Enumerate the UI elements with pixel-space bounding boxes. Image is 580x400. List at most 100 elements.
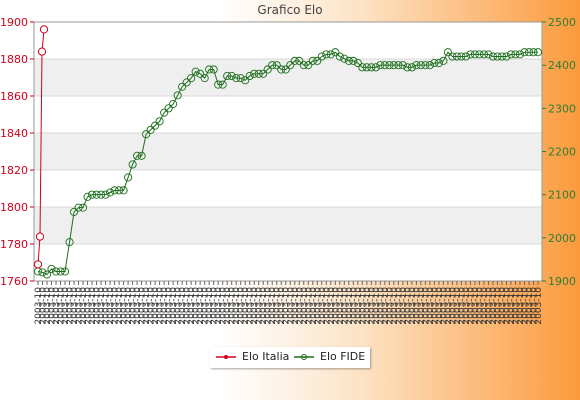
point-elo-fide	[299, 61, 308, 70]
point-elo-fide	[119, 186, 128, 195]
x-tick-label: 2003-10	[246, 287, 256, 325]
point-elo-italia	[39, 25, 49, 34]
x-tick-label: 2003-10	[142, 287, 152, 325]
point-elo-fide	[173, 91, 182, 100]
point-elo-fide	[88, 190, 97, 199]
point-elo-fide	[497, 52, 507, 61]
x-tick-label: 2003-10	[421, 287, 431, 325]
left-tick-label: 1800	[0, 201, 28, 214]
x-tick-label: 2003-10	[340, 287, 350, 325]
point-elo-fide	[524, 48, 534, 57]
point-elo-fide	[142, 130, 151, 139]
x-tick-label: 2003-10	[120, 287, 130, 325]
point-elo-fide	[322, 50, 331, 59]
legend-label-elo-italia: Elo Italia	[242, 350, 290, 363]
x-tick-label: 2003-10	[345, 287, 355, 325]
point-elo-fide	[394, 61, 403, 70]
point-elo-fide	[511, 50, 520, 59]
point-elo-fide	[133, 151, 142, 160]
point-elo-fide	[97, 190, 106, 199]
point-elo-fide	[403, 63, 412, 72]
x-tick-label: 2003-10	[403, 287, 413, 325]
point-elo-fide	[313, 56, 322, 65]
x-tick-label: 2003-10	[232, 287, 242, 325]
point-elo-fide	[434, 58, 443, 68]
point-elo-fide	[520, 48, 529, 57]
right-tick-label: 2100	[548, 189, 576, 202]
chart-title: Grafico Elo	[257, 3, 323, 17]
x-tick-label: 2003-10	[111, 287, 121, 325]
right-tick-label: 2500	[548, 16, 576, 29]
point-elo-fide	[74, 203, 83, 212]
point-elo-fide	[155, 117, 164, 126]
x-tick-label: 2003-10	[156, 287, 166, 325]
point-elo-italia	[33, 260, 43, 269]
x-tick-label: 2003-10	[178, 287, 188, 325]
x-tick-label: 2003-10	[57, 287, 67, 325]
point-elo-fide	[425, 61, 434, 70]
left-tick-label: 1820	[0, 164, 28, 177]
left-tick-label: 1880	[0, 53, 28, 66]
x-tick-label: 2003-10	[228, 287, 238, 325]
x-tick-label: 2003-10	[84, 287, 94, 325]
point-elo-fide	[51, 267, 61, 276]
point-elo-fide	[529, 48, 538, 57]
x-tick-label: 2003-10	[318, 287, 328, 325]
x-tick-label: 2003-10	[430, 287, 440, 325]
x-tick-label: 2003-10	[277, 287, 287, 325]
x-tick-label: 2003-10	[34, 287, 44, 325]
right-tick-label: 2200	[548, 146, 576, 159]
x-tick-label: 2003-10	[489, 287, 499, 325]
point-elo-fide	[209, 65, 218, 74]
x-tick-label: 2003-10	[183, 287, 193, 325]
point-elo-fide	[457, 52, 466, 61]
point-elo-fide	[200, 74, 209, 83]
point-elo-fide	[92, 190, 101, 199]
point-elo-fide	[493, 52, 502, 61]
grid-band	[34, 207, 542, 244]
x-tick-label: 2003-10	[160, 287, 170, 325]
right-tick-label: 2300	[548, 102, 576, 115]
x-tick-label: 2003-10	[255, 287, 265, 325]
point-elo-fide	[376, 61, 385, 70]
point-elo-fide	[178, 82, 187, 91]
x-tick-label: 2003-10	[475, 287, 485, 325]
point-elo-fide	[146, 125, 155, 134]
point-elo-fide	[272, 61, 281, 70]
point-elo-fide	[128, 160, 137, 169]
point-elo-fide	[470, 50, 479, 59]
x-tick-label: 2003-10	[349, 287, 359, 325]
x-tick-label: 2003-10	[259, 287, 269, 325]
x-tick-label: 2003-10	[223, 287, 233, 325]
x-tick-label: 2003-10	[435, 287, 445, 325]
x-tick-label: 2003-10	[273, 287, 283, 325]
point-elo-fide	[187, 74, 196, 83]
x-tick-label: 2003-10	[138, 287, 148, 325]
point-elo-fide	[416, 61, 425, 70]
point-elo-fide	[223, 71, 232, 81]
x-tick-label: 2003-10	[169, 287, 179, 325]
left-tick-label: 1860	[0, 90, 28, 103]
point-elo-fide	[430, 58, 439, 68]
x-tick-label: 2003-10	[39, 287, 49, 325]
x-tick-label: 2003-10	[250, 287, 260, 325]
x-tick-label: 2003-10	[79, 287, 89, 325]
right-tick-label: 2400	[548, 59, 576, 72]
x-tick-label: 2003-10	[93, 287, 103, 325]
x-tick-label: 2003-10	[165, 287, 175, 325]
point-elo-fide	[466, 50, 475, 59]
point-elo-fide	[358, 63, 367, 72]
x-tick-label: 2003-10	[493, 287, 503, 325]
point-elo-fide	[268, 61, 277, 70]
left-tick-label: 1840	[0, 127, 28, 140]
point-elo-fide	[412, 61, 421, 70]
point-elo-fide	[151, 121, 160, 130]
point-elo-fide	[83, 192, 92, 201]
x-tick-label: 2003-10	[511, 287, 521, 325]
x-tick-label: 2003-10	[529, 287, 539, 325]
point-elo-fide	[281, 65, 290, 74]
x-tick-label: 2003-10	[309, 287, 319, 325]
point-elo-fide	[42, 270, 52, 279]
point-elo-fide	[65, 238, 74, 247]
